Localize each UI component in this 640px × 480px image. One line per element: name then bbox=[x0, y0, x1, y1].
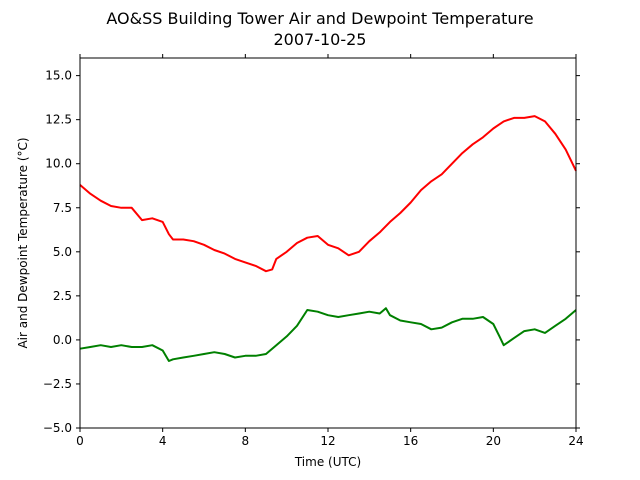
x-tick-label: 12 bbox=[320, 434, 335, 448]
chart-title: AO&SS Building Tower Air and Dewpoint Te… bbox=[106, 9, 533, 28]
y-tick-label: 0.0 bbox=[53, 333, 72, 347]
y-tick-label: 5.0 bbox=[53, 245, 72, 259]
x-tick-label: 0 bbox=[76, 434, 84, 448]
x-axis: 0 4 8 12 16 20 24 bbox=[76, 54, 584, 448]
plot-frame bbox=[79, 57, 577, 429]
y-tick-label: 12.5 bbox=[45, 113, 72, 127]
y-axis-label: Air and Dewpoint Temperature (°C) bbox=[16, 137, 30, 348]
y-tick-label: −5.0 bbox=[43, 421, 72, 435]
y-tick-label: 7.5 bbox=[53, 201, 72, 215]
x-tick-label: 20 bbox=[486, 434, 501, 448]
y-axis: −5.0 −2.5 0.0 2.5 5.0 7.5 10.0 12.5 15.0 bbox=[43, 69, 580, 435]
series-line-1 bbox=[79, 115, 577, 273]
x-tick-label: 8 bbox=[242, 434, 250, 448]
x-tick-label: 24 bbox=[568, 434, 583, 448]
x-tick-label: 4 bbox=[159, 434, 167, 448]
y-tick-label: 10.0 bbox=[45, 157, 72, 171]
x-axis-label: Time (UTC) bbox=[294, 455, 361, 469]
y-tick-label: 15.0 bbox=[45, 69, 72, 83]
y-tick-label: −2.5 bbox=[43, 377, 72, 391]
chart-subtitle: 2007-10-25 bbox=[274, 30, 367, 49]
x-tick-label: 16 bbox=[403, 434, 418, 448]
series-line-2 bbox=[79, 307, 577, 362]
y-tick-label: 2.5 bbox=[53, 289, 72, 303]
